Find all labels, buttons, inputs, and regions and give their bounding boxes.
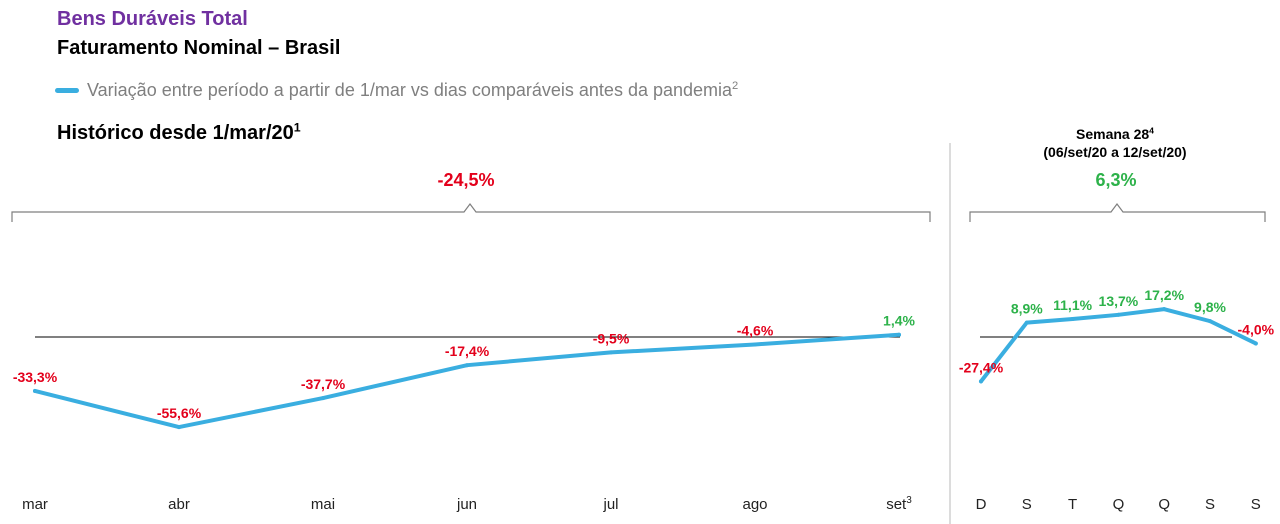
history-data-label: -17,4% [445,343,490,359]
week-data-label: 13,7% [1099,293,1139,309]
history-point [177,425,181,430]
history-x-tick-label: ago [742,496,767,513]
history-point [897,332,901,337]
week-x-tick-label: S [1251,496,1261,513]
history-brace [11,203,931,222]
history-data-label: 1,4% [883,313,915,329]
week-point [1024,320,1029,325]
history-point [321,396,325,401]
history-x-tick-label: set3 [886,495,912,513]
history-data-label: -9,5% [593,330,630,346]
week-x-tick-label: S [1022,496,1032,513]
week-point [1208,319,1212,324]
history-point [753,342,757,347]
history-data-label: -4,6% [737,322,774,338]
week-x-tick-label: S [1205,496,1215,513]
history-point [465,363,469,368]
week-data-label: 9,8% [1194,299,1226,315]
history-summary-value: -24,5% [437,170,494,190]
history-x-tick-label: mar [22,496,48,513]
week-point [1162,307,1167,312]
history-data-label: -33,3% [13,369,58,385]
history-point [33,388,37,393]
week-series-line [979,307,1258,384]
week-point [1070,317,1075,322]
legend-label: Variação entre período a partir de 1/mar… [87,80,739,100]
week-x-tick-label: T [1068,496,1077,513]
week-point [1253,341,1258,346]
week-data-label: 17,2% [1144,287,1184,303]
history-point [609,350,613,355]
week-point [979,379,983,384]
week-panel-subtitle: (06/set/20 a 12/set/20) [1043,144,1187,160]
week-x-tick-label: Q [1158,496,1170,513]
week-brace [969,203,1266,222]
week-panel-title: Semana 284 (06/set/20 a 12/set/20) [1030,125,1200,161]
chart-title: Bens Duráveis Total [57,8,248,30]
history-x-tick-label: abr [168,496,190,513]
history-panel-title: Histórico desde 1/mar/201 [57,120,301,144]
history-x-tick-label: mai [311,496,335,513]
week-x-tick-label: Q [1113,496,1125,513]
legend-swatch [55,88,79,93]
history-data-label: -55,6% [157,405,202,421]
chart-subtitle: Faturamento Nominal – Brasil [57,37,341,59]
week-data-label: -4,0% [1238,321,1275,337]
week-data-label: 11,1% [1053,297,1092,313]
week-point [1116,312,1121,317]
week-x-tick-label: D [976,496,987,513]
history-data-label: -37,7% [301,376,346,392]
week-data-label: 8,9% [1011,301,1043,317]
history-x-tick-label: jul [602,496,618,513]
history-x-tick-label: jun [456,496,477,513]
week-data-label: -27,4% [959,359,1004,375]
legend: Variação entre período a partir de 1/mar… [55,80,738,101]
week-summary-value: 6,3% [1095,170,1136,190]
